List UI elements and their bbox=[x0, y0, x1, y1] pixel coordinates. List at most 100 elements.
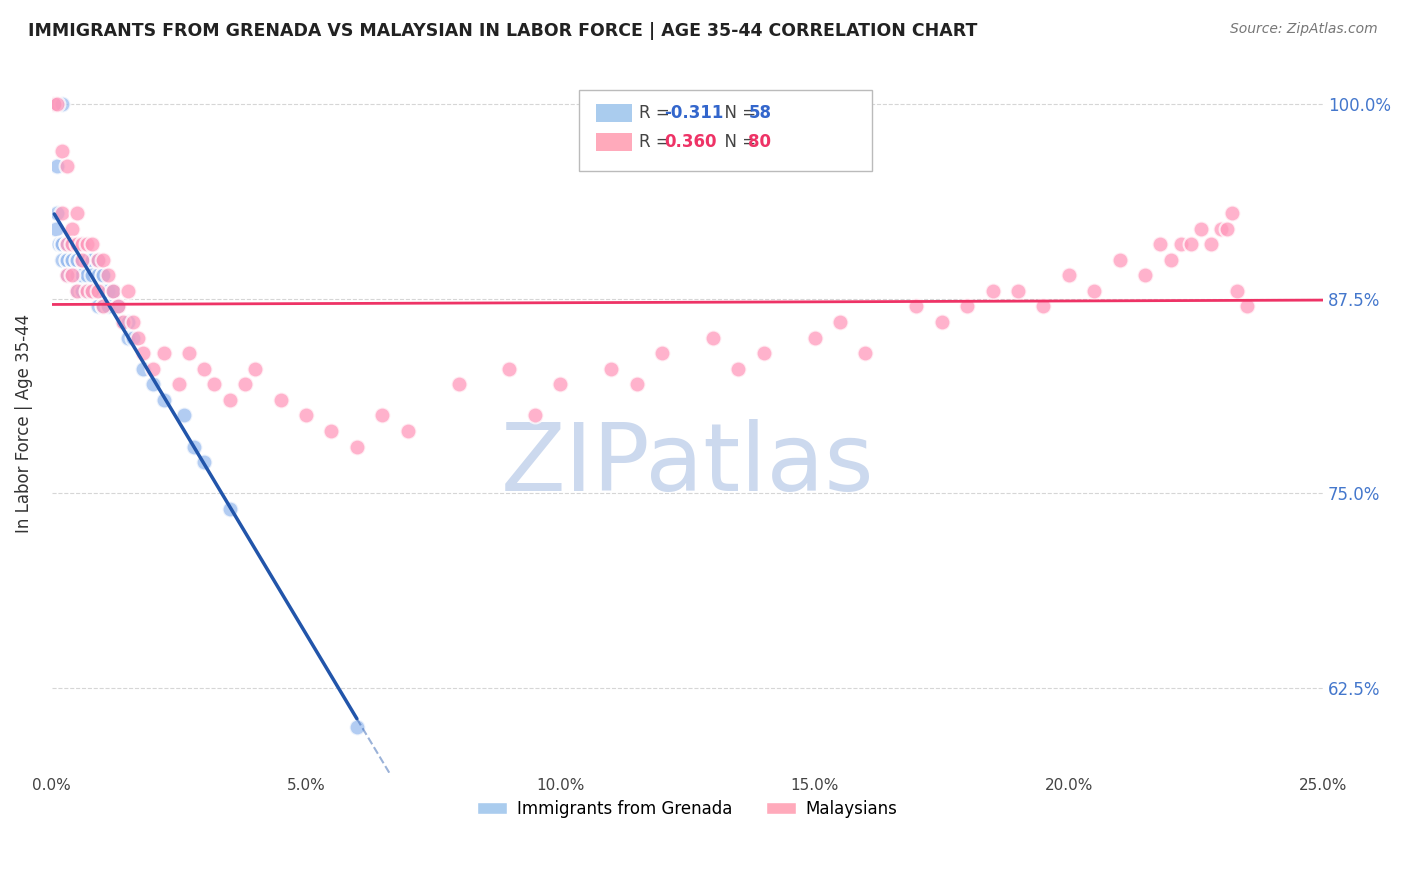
Point bbox=[1226, 284, 1249, 298]
Point bbox=[132, 361, 155, 376]
Text: R =: R = bbox=[640, 133, 675, 152]
Point bbox=[86, 284, 108, 298]
Point bbox=[523, 409, 546, 423]
Point bbox=[295, 409, 318, 423]
Point bbox=[447, 377, 470, 392]
Point bbox=[66, 206, 89, 220]
Point bbox=[51, 237, 73, 252]
Point bbox=[76, 268, 98, 283]
Point bbox=[127, 330, 149, 344]
Point bbox=[183, 440, 205, 454]
Text: IMMIGRANTS FROM GRENADA VS MALAYSIAN IN LABOR FORCE | AGE 35-44 CORRELATION CHAR: IMMIGRANTS FROM GRENADA VS MALAYSIAN IN … bbox=[28, 22, 977, 40]
Point bbox=[152, 392, 174, 407]
Point bbox=[204, 377, 226, 392]
Point bbox=[56, 252, 79, 267]
Point bbox=[803, 330, 825, 344]
FancyBboxPatch shape bbox=[579, 90, 872, 171]
Point bbox=[626, 377, 648, 392]
Point bbox=[60, 237, 83, 252]
Y-axis label: In Labor Force | Age 35-44: In Labor Force | Age 35-44 bbox=[15, 314, 32, 533]
Point bbox=[1149, 237, 1171, 252]
Point bbox=[86, 252, 108, 267]
Point bbox=[60, 252, 83, 267]
Point bbox=[56, 237, 79, 252]
Point bbox=[56, 237, 79, 252]
Point bbox=[956, 300, 979, 314]
Point bbox=[346, 440, 368, 454]
Point bbox=[60, 237, 83, 252]
Point bbox=[498, 361, 520, 376]
Point bbox=[1108, 252, 1130, 267]
Point bbox=[152, 346, 174, 360]
Point bbox=[60, 268, 83, 283]
Point bbox=[371, 409, 394, 423]
Point bbox=[97, 284, 120, 298]
Point bbox=[91, 268, 114, 283]
Point bbox=[72, 268, 94, 283]
Point bbox=[193, 361, 215, 376]
Point bbox=[51, 144, 73, 158]
Point bbox=[346, 720, 368, 734]
Point bbox=[86, 268, 108, 283]
Point bbox=[193, 455, 215, 469]
Point bbox=[233, 377, 256, 392]
Point bbox=[122, 330, 145, 344]
Point bbox=[107, 300, 129, 314]
Point bbox=[1215, 221, 1237, 235]
Point bbox=[66, 252, 89, 267]
Point bbox=[51, 252, 73, 267]
Point bbox=[1199, 237, 1222, 252]
Point bbox=[1083, 284, 1105, 298]
Point bbox=[855, 346, 877, 360]
Point bbox=[727, 361, 749, 376]
Legend: Immigrants from Grenada, Malaysians: Immigrants from Grenada, Malaysians bbox=[471, 793, 904, 824]
Point bbox=[1211, 221, 1233, 235]
Point bbox=[82, 268, 104, 283]
Point bbox=[931, 315, 953, 329]
Point bbox=[91, 252, 114, 267]
Point bbox=[51, 97, 73, 112]
Point bbox=[66, 252, 89, 267]
Point bbox=[45, 221, 67, 235]
Point bbox=[56, 160, 79, 174]
Point bbox=[82, 237, 104, 252]
Point bbox=[76, 237, 98, 252]
Point bbox=[111, 315, 134, 329]
Point bbox=[66, 237, 89, 252]
Point bbox=[142, 361, 165, 376]
Text: N =: N = bbox=[714, 103, 762, 122]
Point bbox=[117, 315, 139, 329]
Point bbox=[91, 300, 114, 314]
Point bbox=[56, 268, 79, 283]
Point bbox=[44, 97, 66, 112]
Point bbox=[72, 252, 94, 267]
Point bbox=[45, 206, 67, 220]
Text: 80: 80 bbox=[748, 133, 772, 152]
Text: R =: R = bbox=[640, 103, 675, 122]
Point bbox=[173, 409, 195, 423]
Point bbox=[48, 237, 70, 252]
Text: -0.311: -0.311 bbox=[665, 103, 724, 122]
Point bbox=[321, 424, 343, 438]
Point bbox=[72, 284, 94, 298]
Point bbox=[1057, 268, 1080, 283]
Point bbox=[550, 377, 572, 392]
Point bbox=[66, 237, 89, 252]
FancyBboxPatch shape bbox=[596, 133, 631, 152]
Point bbox=[142, 377, 165, 392]
Point bbox=[56, 268, 79, 283]
Point bbox=[1133, 268, 1156, 283]
Point bbox=[243, 361, 266, 376]
Point bbox=[72, 237, 94, 252]
Point bbox=[66, 268, 89, 283]
Point bbox=[101, 284, 124, 298]
Point bbox=[1007, 284, 1029, 298]
Point bbox=[167, 377, 190, 392]
Point bbox=[1180, 237, 1202, 252]
Point bbox=[1032, 300, 1054, 314]
Point bbox=[1170, 237, 1192, 252]
Text: N =: N = bbox=[714, 133, 762, 152]
Point bbox=[45, 97, 67, 112]
Point bbox=[981, 284, 1004, 298]
Point bbox=[76, 252, 98, 267]
